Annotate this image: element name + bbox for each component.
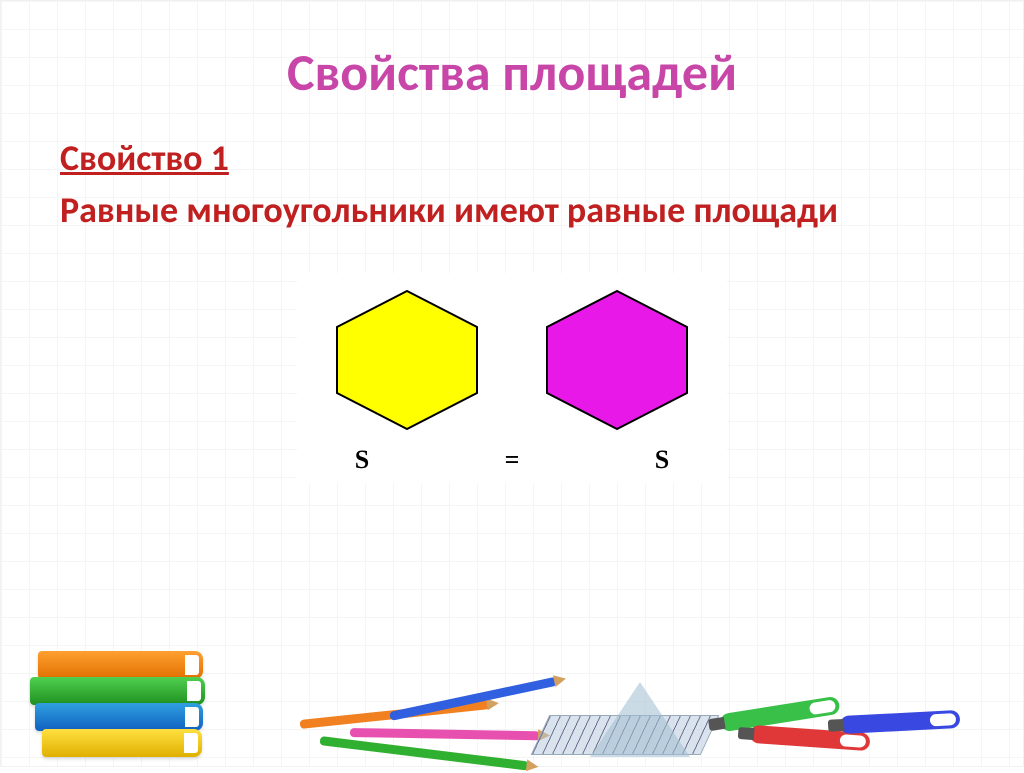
book-yellow <box>42 729 202 757</box>
property-statement: Равные многоугольники имеют равные площа… <box>60 188 964 233</box>
marker-blue <box>840 710 961 734</box>
hexagon-shape-2 <box>547 291 687 429</box>
hexagon-shape-1 <box>337 291 477 429</box>
book-stack <box>30 653 205 757</box>
decorative-footer <box>0 627 1024 767</box>
slide-title: Свойства площадей <box>60 40 964 104</box>
area-label-1: S <box>327 445 397 475</box>
hexagon-magenta <box>537 285 697 435</box>
book-orange <box>38 651 203 679</box>
book-blue <box>35 703 203 731</box>
school-supplies <box>280 677 980 767</box>
pencil-green <box>319 736 529 771</box>
hexagon-row <box>327 285 697 435</box>
pencil-pink <box>350 728 540 740</box>
area-label-2: S <box>627 445 697 475</box>
pencil-blue <box>389 677 557 721</box>
set-square-icon <box>590 682 690 757</box>
slide-content: Свойства площадей Свойство 1 Равные мног… <box>0 0 1024 483</box>
hexagon-figure: S = S <box>60 273 964 483</box>
property-number: Свойство 1 <box>60 136 964 180</box>
book-green <box>30 677 205 705</box>
equation-row: S = S <box>327 445 697 475</box>
figure-box: S = S <box>297 273 727 483</box>
equals-sign: = <box>497 445 527 475</box>
hexagon-yellow <box>327 285 487 435</box>
